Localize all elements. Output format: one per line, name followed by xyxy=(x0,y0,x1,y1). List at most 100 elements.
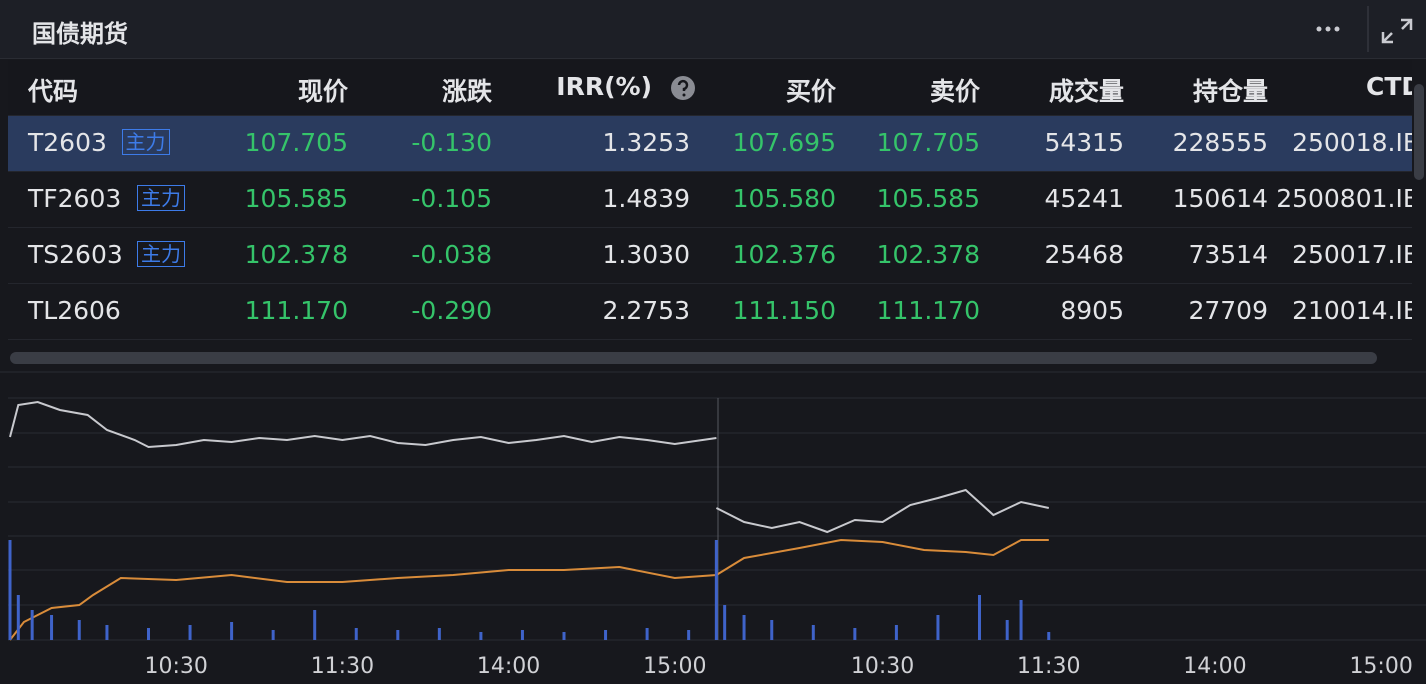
column-header: 成交量 xyxy=(1048,77,1124,106)
cell: 1.3253 xyxy=(602,128,690,157)
volume-bar xyxy=(188,625,192,640)
cell: 150614 xyxy=(1172,184,1268,213)
header: 国债期货 xyxy=(0,0,1426,59)
h-scrollbar xyxy=(10,352,1377,364)
volume-bar xyxy=(16,595,20,640)
volume-bar xyxy=(604,630,608,640)
volume-bar xyxy=(742,615,746,640)
cell: 1.3030 xyxy=(602,240,690,269)
volume-bar xyxy=(770,620,774,640)
cell: 45241 xyxy=(1044,184,1124,213)
v-scrollbar xyxy=(1414,84,1424,180)
cell: 8905 xyxy=(1060,296,1124,325)
x-tick-label: 10:30 xyxy=(851,654,914,679)
column-header: 卖价 xyxy=(929,77,980,106)
cell: 111.150 xyxy=(732,296,836,325)
cell: 107.705 xyxy=(876,128,980,157)
volume-bar xyxy=(8,540,12,640)
cell: 105.585 xyxy=(876,184,980,213)
x-tick-label: 15:00 xyxy=(1349,654,1412,679)
column-header: 代码 xyxy=(28,77,79,106)
cell: 27709 xyxy=(1188,296,1268,325)
volume-bar xyxy=(894,625,898,640)
x-tick-label: 11:30 xyxy=(1017,654,1080,679)
cell: 105.585 xyxy=(244,184,348,213)
header-icons xyxy=(1316,6,1413,52)
cell: 210014.IB xyxy=(1292,296,1412,325)
expand-button[interactable] xyxy=(1381,18,1413,44)
cell: 250017.IB xyxy=(1292,240,1412,269)
volume-bar xyxy=(645,628,649,640)
cell: 25468 xyxy=(1044,240,1124,269)
volume-bar xyxy=(687,630,691,640)
cell: 2.2753 xyxy=(602,296,690,325)
table-row[interactable]: T2603 主力 107.705 -0.130 1.3253 107.695 107.705… xyxy=(8,116,1412,172)
help-icon[interactable] xyxy=(670,75,696,101)
volume-bar xyxy=(1005,620,1009,640)
volume-bar xyxy=(479,632,483,640)
volume-bar xyxy=(853,628,857,640)
cell: 73514 xyxy=(1188,240,1268,269)
volume-bar xyxy=(811,625,815,640)
title: 国债期货 xyxy=(32,20,128,48)
more-button[interactable] xyxy=(1316,26,1340,32)
volume-bar xyxy=(313,610,317,640)
cell: 250018.IB xyxy=(1292,128,1412,157)
x-tick-label: 15:00 xyxy=(643,654,706,679)
volume-bar xyxy=(723,605,727,640)
cell: -0.105 xyxy=(411,184,492,213)
main-contract-tag: 主力 xyxy=(137,185,185,211)
volume-bar xyxy=(714,540,718,640)
volume-bar xyxy=(1019,600,1023,640)
column-header: 持仓量 xyxy=(1192,77,1268,106)
cell: 111.170 xyxy=(876,296,980,325)
cell: -0.038 xyxy=(411,240,492,269)
volume-bar xyxy=(147,628,150,640)
grid xyxy=(8,397,1426,641)
cell: 102.378 xyxy=(876,240,980,269)
volume-bar xyxy=(978,595,981,640)
code: TL2606 xyxy=(28,296,121,325)
volume-bar xyxy=(105,625,109,640)
volume-bar xyxy=(50,615,54,640)
cell: 107.705 xyxy=(244,128,348,157)
column-header: 现价 xyxy=(297,77,348,106)
cell: 105.580 xyxy=(732,184,836,213)
code: TS2603 xyxy=(28,240,123,269)
volume-bar xyxy=(520,630,524,640)
x-tick-label: 14:00 xyxy=(1183,654,1246,679)
cell: 228555 xyxy=(1172,128,1268,157)
header-row: 代码 现价 涨跌 IRR(%) 买价 卖价 成交量 持仓量 CTD xyxy=(8,60,1412,116)
cell: 111.170 xyxy=(244,296,348,325)
volume-bar xyxy=(936,615,940,640)
main-contract-tag: 主力 xyxy=(121,129,170,155)
column-header: CTD xyxy=(1366,72,1412,101)
volume-bar xyxy=(562,632,566,640)
x-tick-label: 10:30 xyxy=(144,654,207,679)
main-contract-tag: 主力 xyxy=(137,241,185,267)
price-line xyxy=(9,538,1049,641)
volume-bar xyxy=(30,610,34,640)
column-header: 买价 xyxy=(785,77,836,106)
column-header: 涨跌 xyxy=(441,77,492,106)
volume-bar xyxy=(230,622,234,640)
column-header: IRR(%) xyxy=(556,72,652,101)
table-row[interactable]: TL2606 111.170 -0.290 2.2753 111.150 111.170 8… xyxy=(8,284,1412,340)
quote-table: 代码 现价 涨跌 IRR(%) 买价 卖价 成交量 持仓量 CTD T2603 主力 107.705 -… xyxy=(0,60,1412,340)
code: TF2603 xyxy=(28,184,122,213)
x-tick-label: 11:30 xyxy=(311,654,374,679)
volume-bar xyxy=(396,630,400,640)
cell: 54315 xyxy=(1044,128,1124,157)
volume-bar xyxy=(77,620,81,640)
cell: -0.130 xyxy=(411,128,492,157)
volume-bar xyxy=(354,628,358,640)
table-row[interactable]: TF2603 主力 105.585 -0.105 1.4839 105.580 105.58… xyxy=(8,172,1412,228)
code: T2603 xyxy=(28,128,107,157)
volume-bar xyxy=(271,630,275,640)
price-line xyxy=(9,400,1050,534)
x-tick-label: 14:00 xyxy=(477,654,540,679)
volume-bar xyxy=(437,628,441,640)
cell: 102.376 xyxy=(732,240,836,269)
table-row[interactable]: TS2603 主力 102.378 -0.038 1.3030 102.376 102.37… xyxy=(8,228,1412,284)
